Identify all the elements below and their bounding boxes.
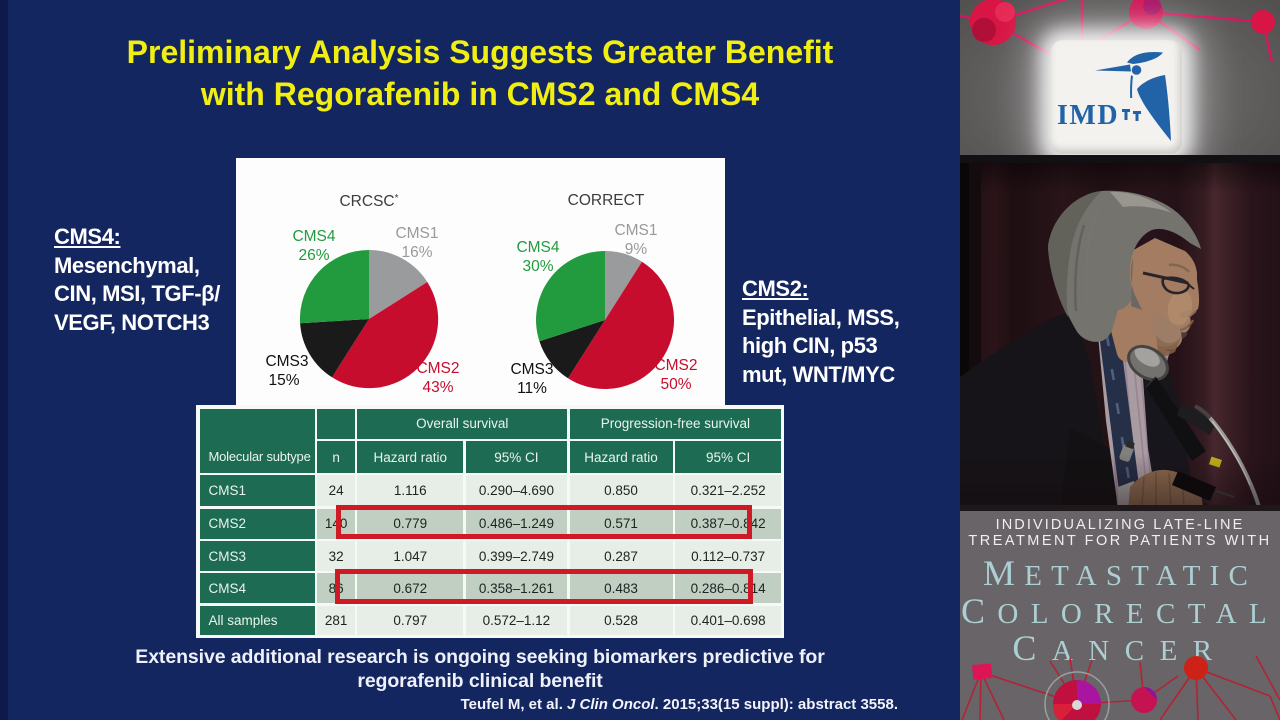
svg-text:IMD: IMD xyxy=(1057,100,1119,131)
svg-text:CMS4: CMS4 xyxy=(516,239,559,256)
svg-text:CMS2: CMS2 xyxy=(416,360,459,377)
svg-text:50%: 50% xyxy=(660,376,691,393)
svg-text:CMS4: CMS4 xyxy=(292,228,335,245)
svg-text:CORRECT: CORRECT xyxy=(568,192,645,209)
svg-text:CRCSC*: CRCSC* xyxy=(339,193,398,210)
svg-text:30%: 30% xyxy=(522,258,553,275)
svg-text:CMS1: CMS1 xyxy=(614,222,657,239)
svg-text:16%: 16% xyxy=(401,244,432,261)
svg-text:11%: 11% xyxy=(517,380,547,397)
svg-text:CMS2: CMS2 xyxy=(654,357,697,374)
svg-text:26%: 26% xyxy=(298,247,329,264)
svg-text:CMS3: CMS3 xyxy=(265,353,308,370)
svg-text:CMS3: CMS3 xyxy=(510,361,553,378)
svg-text:9%: 9% xyxy=(625,241,648,258)
svg-text:CMS1: CMS1 xyxy=(395,225,438,242)
svg-text:15%: 15% xyxy=(268,372,299,389)
svg-text:43%: 43% xyxy=(422,379,453,396)
